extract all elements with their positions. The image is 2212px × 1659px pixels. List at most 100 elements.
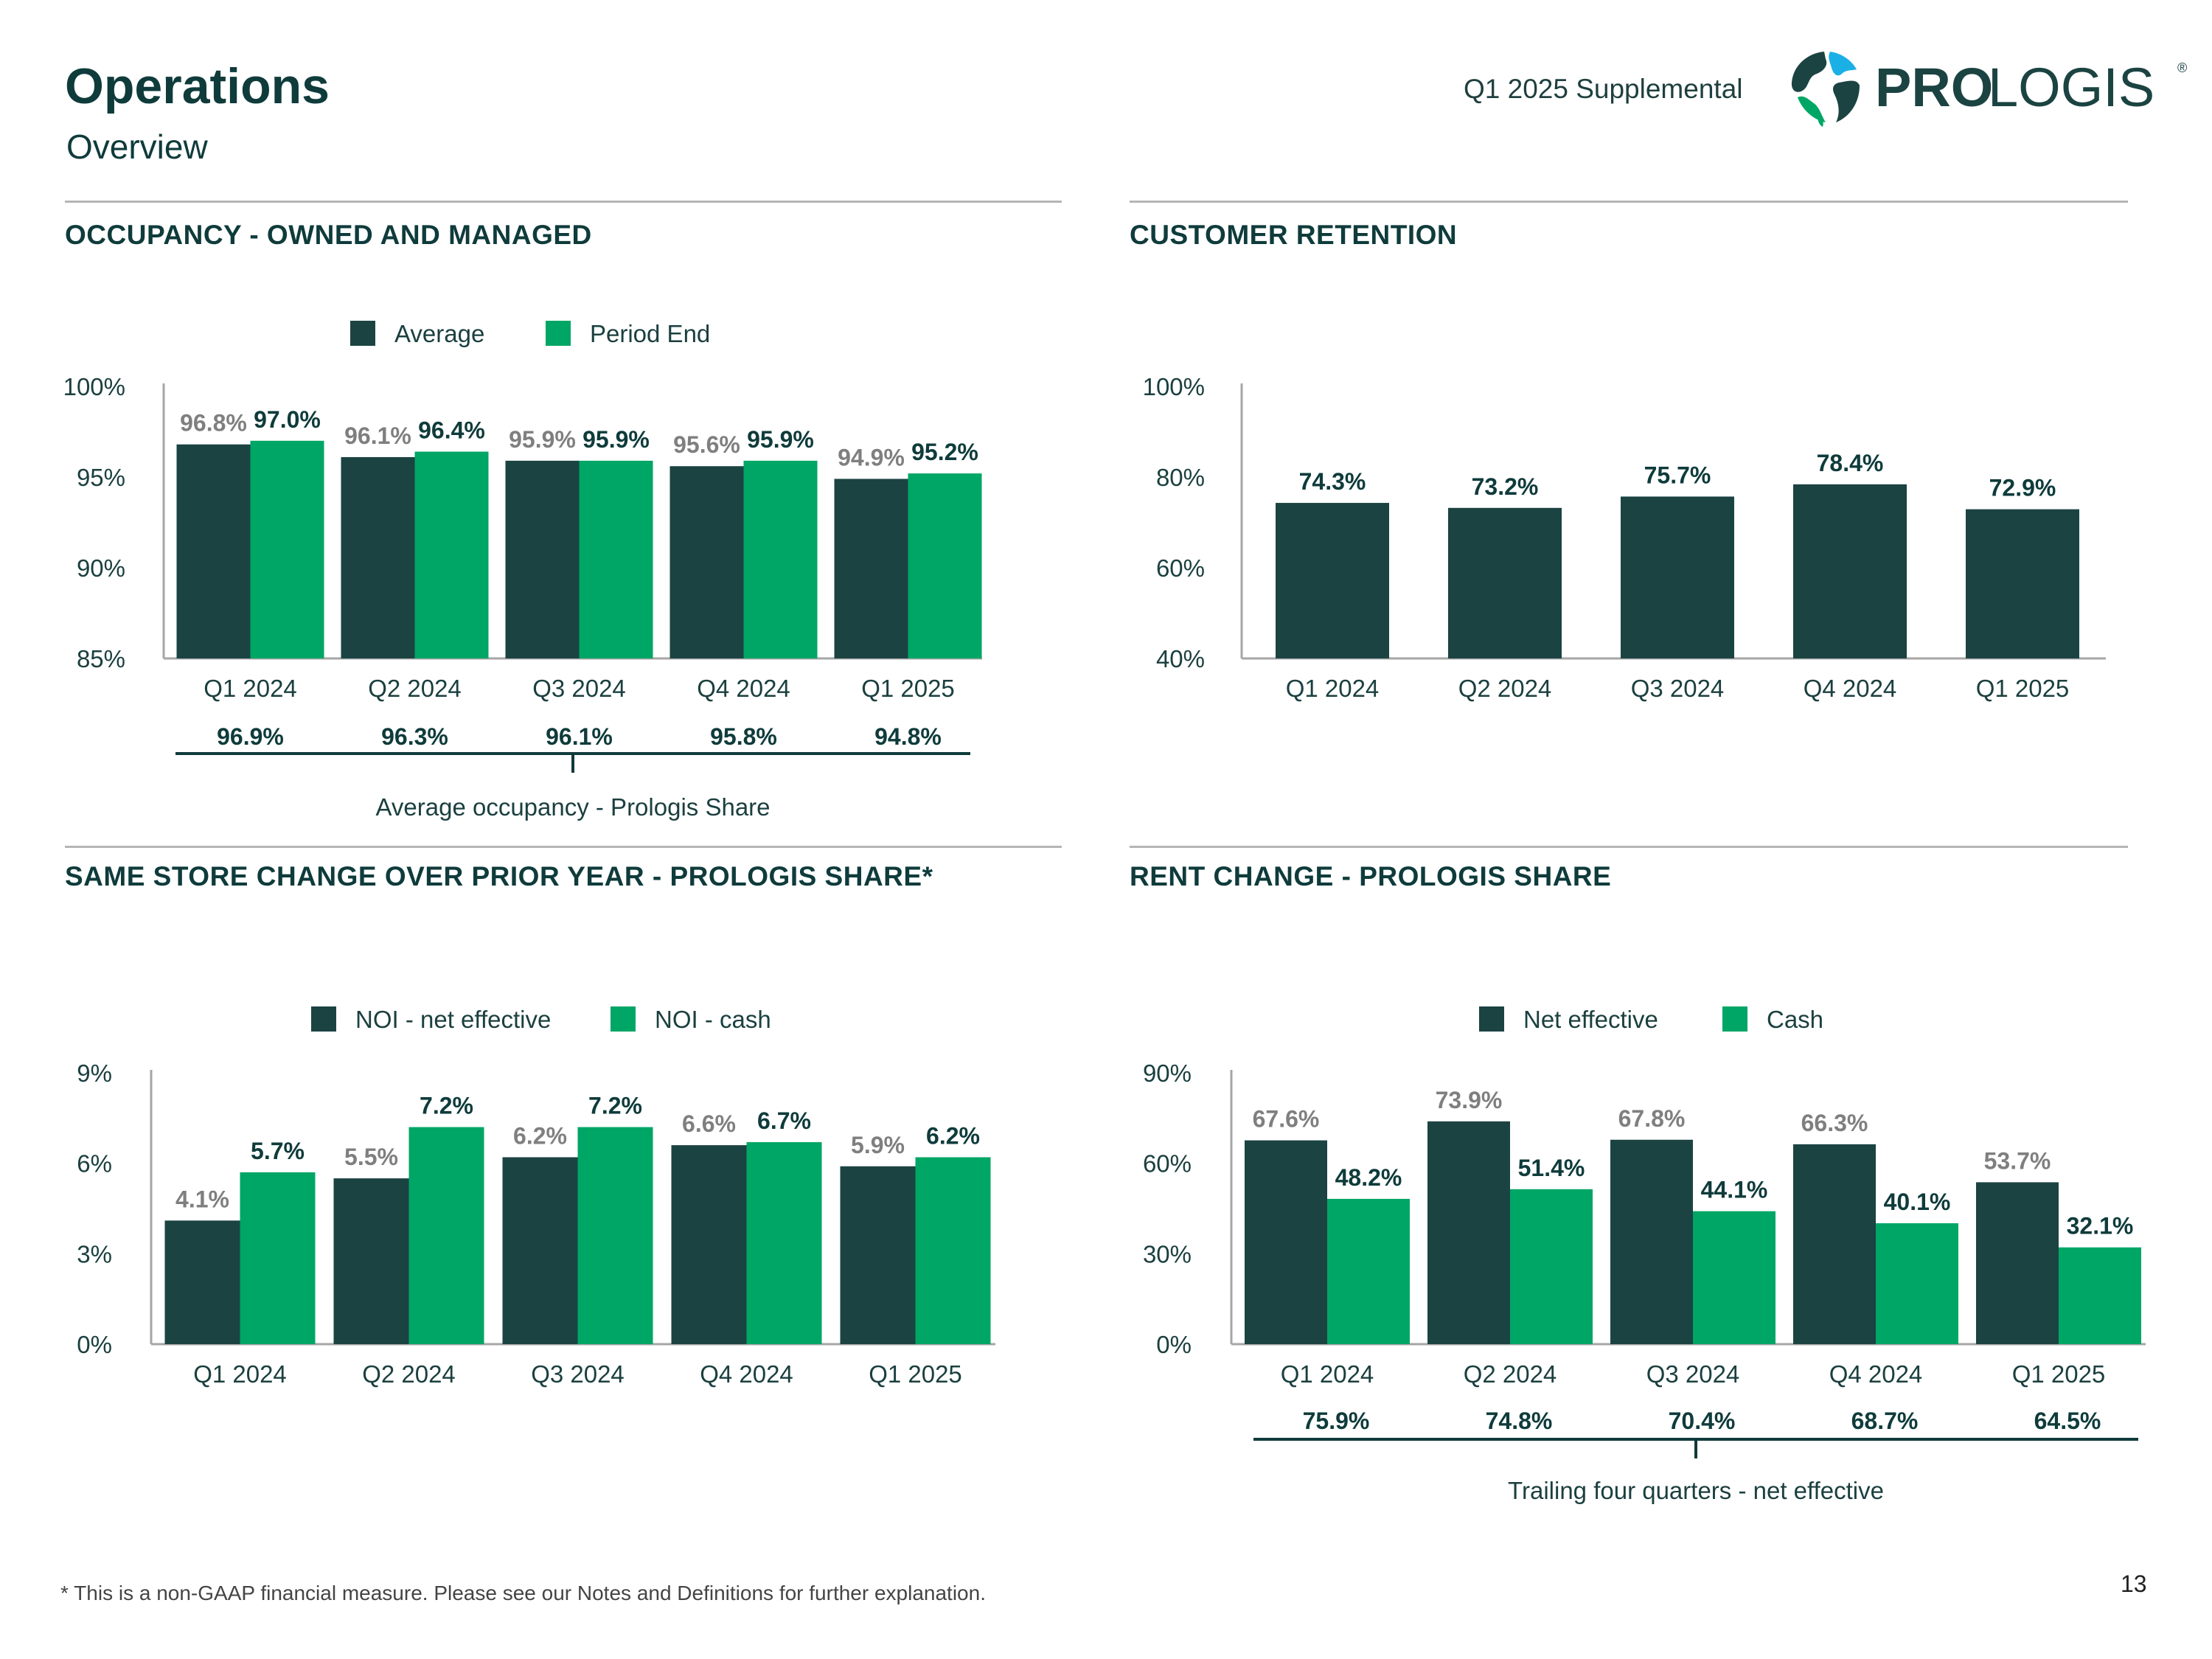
x-tick-label: Q1 2025 (861, 675, 955, 702)
logo-text-light: LOGIS (1988, 57, 2154, 118)
bracket-value: 96.9% (217, 723, 284, 750)
bar-rent_change-cash (2059, 1247, 2141, 1344)
y-tick-label: 40% (1156, 645, 1205, 672)
registered-mark: ® (2177, 60, 2187, 75)
bar-rent_change-net-effective (1976, 1182, 2059, 1344)
y-tick-label: 100% (63, 373, 125, 400)
bar-rent_change-net-effective (1427, 1121, 1510, 1344)
data-label: 96.1% (344, 422, 411, 449)
bar-retention-value (1276, 503, 1389, 658)
section-title-occupancy: OCCUPANCY - OWNED AND MANAGED (65, 220, 592, 250)
x-tick-label: Q4 2024 (700, 1360, 793, 1388)
data-label: 95.6% (673, 431, 740, 458)
x-tick-label: Q1 2025 (869, 1360, 962, 1388)
data-label: 48.2% (1335, 1164, 1402, 1191)
section-divider (1130, 846, 2128, 848)
x-tick-label: Q2 2024 (1458, 675, 1552, 702)
section-divider (1130, 201, 2128, 203)
y-tick-label: 90% (1143, 1060, 1192, 1087)
bar-rent_change-net-effective (1245, 1140, 1327, 1344)
bar-occupancy-average (834, 479, 908, 658)
data-label: 96.8% (180, 410, 247, 437)
data-label: 40.1% (1884, 1189, 1951, 1215)
data-label: 5.9% (851, 1132, 905, 1158)
bar-retention-value (1966, 509, 2079, 658)
y-tick-label: 30% (1143, 1240, 1192, 1267)
bracket-value: 94.8% (874, 723, 942, 750)
bar-retention-value (1448, 507, 1562, 658)
x-tick-label: Q1 2024 (1286, 675, 1380, 702)
page-number: 13 (2121, 1571, 2147, 1597)
legend-label: Cash (1767, 1006, 1823, 1033)
data-label: 44.1% (1701, 1177, 1768, 1203)
x-tick-label: Q1 2025 (2012, 1360, 2106, 1388)
bracket-caption: Average occupancy - Prologis Share (375, 793, 770, 821)
x-tick-label: Q3 2024 (1631, 675, 1725, 702)
data-label: 78.4% (1817, 450, 1884, 476)
y-tick-label: 60% (1156, 554, 1205, 582)
y-tick-label: 9% (77, 1060, 112, 1087)
legend-label: NOI - cash (655, 1006, 771, 1033)
bar-occupancy-period-end (908, 473, 982, 658)
legend-swatch (311, 1006, 336, 1032)
bracket-value: 75.9% (1303, 1408, 1370, 1434)
x-tick-label: Q2 2024 (368, 675, 462, 702)
page-title: Operations (65, 58, 330, 114)
data-label: 7.2% (588, 1093, 642, 1119)
data-label: 72.9% (1989, 475, 2056, 501)
legend-label: Net effective (1523, 1006, 1658, 1033)
legend-swatch (350, 321, 375, 346)
bar-rent_change-cash (1327, 1198, 1410, 1344)
bar-occupancy-average (176, 444, 251, 658)
data-label: 74.3% (1299, 468, 1366, 495)
data-label: 6.6% (682, 1110, 736, 1137)
data-label: 7.2% (420, 1093, 473, 1119)
bar-same_store-noi-net-effective (840, 1166, 916, 1344)
data-label: 51.4% (1518, 1155, 1585, 1181)
bar-same_store-noi-net-effective (671, 1145, 747, 1344)
data-label: 97.0% (254, 406, 321, 433)
section-divider (65, 846, 1062, 848)
data-label: 95.2% (911, 439, 978, 465)
x-tick-label: Q1 2024 (1281, 1360, 1374, 1388)
bracket-caption: Trailing four quarters - net effective (1508, 1477, 1884, 1504)
bar-occupancy-average (669, 466, 744, 658)
bracket-value: 96.3% (381, 723, 448, 750)
data-label: 32.1% (2067, 1213, 2134, 1239)
data-label: 5.7% (251, 1138, 305, 1164)
bar-occupancy-average (505, 460, 580, 658)
y-tick-label: 3% (77, 1240, 112, 1267)
legend-label: Period End (590, 320, 710, 347)
bar-occupancy-period-end (579, 460, 653, 658)
legend-label: Average (394, 320, 484, 347)
data-label: 53.7% (1984, 1147, 2051, 1174)
bar-rent_change-net-effective (1610, 1139, 1693, 1344)
legend-swatch (546, 321, 571, 346)
x-tick-label: Q1 2024 (204, 675, 297, 702)
bracket-value: 95.8% (710, 723, 777, 750)
data-label: 4.1% (175, 1186, 229, 1212)
data-label: 94.9% (838, 444, 905, 470)
bar-occupancy-period-end (250, 440, 324, 658)
legend-swatch (1479, 1006, 1504, 1032)
bar-same_store-noi-cash (240, 1172, 316, 1344)
bar-occupancy-period-end (414, 451, 489, 658)
x-tick-label: Q3 2024 (531, 1360, 625, 1388)
data-label: 67.6% (1253, 1106, 1320, 1133)
y-tick-label: 0% (1156, 1331, 1192, 1358)
bar-rent_change-net-effective (1793, 1144, 1876, 1344)
bar-same_store-noi-net-effective (502, 1157, 578, 1344)
logo-text-bold: PRO (1875, 57, 1993, 118)
prologis-logo: PRO LOGIS ® (1783, 46, 2190, 128)
bar-rent_change-cash (1876, 1223, 1958, 1344)
data-label: 75.7% (1644, 462, 1711, 488)
data-label: 66.3% (1801, 1110, 1868, 1136)
bracket-value: 96.1% (546, 723, 613, 750)
bar-rent_change-cash (1510, 1189, 1593, 1344)
bar-same_store-noi-net-effective (164, 1220, 240, 1344)
bar-retention-value (1793, 484, 1907, 658)
bracket-value: 64.5% (2034, 1408, 2101, 1434)
bar-occupancy-average (341, 456, 415, 658)
y-tick-label: 100% (1143, 373, 1205, 400)
